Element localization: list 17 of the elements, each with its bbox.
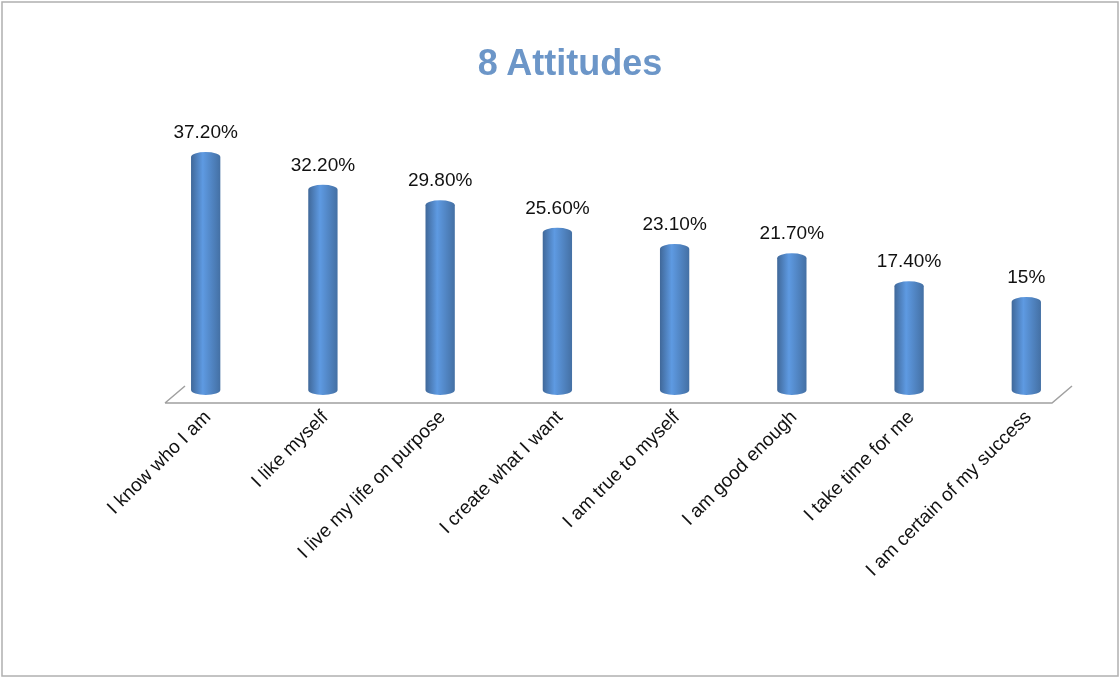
data-label: 32.20%	[290, 153, 356, 175]
bar	[1011, 297, 1041, 395]
bar	[777, 253, 807, 395]
data-label: 23.10%	[642, 213, 707, 235]
data-label: 15%	[1007, 266, 1046, 288]
bar	[191, 152, 221, 395]
bar	[425, 200, 455, 395]
data-label: 29.80%	[407, 169, 473, 191]
bar	[894, 281, 924, 395]
data-label: 25.60%	[525, 196, 590, 218]
data-label: 17.40%	[876, 250, 942, 272]
data-label: 21.70%	[759, 222, 825, 244]
bar	[659, 244, 690, 395]
data-label: 37.20%	[173, 121, 239, 142]
chart-title: 8 Attitudes	[477, 42, 663, 83]
bar	[542, 227, 573, 395]
bar	[308, 184, 338, 395]
